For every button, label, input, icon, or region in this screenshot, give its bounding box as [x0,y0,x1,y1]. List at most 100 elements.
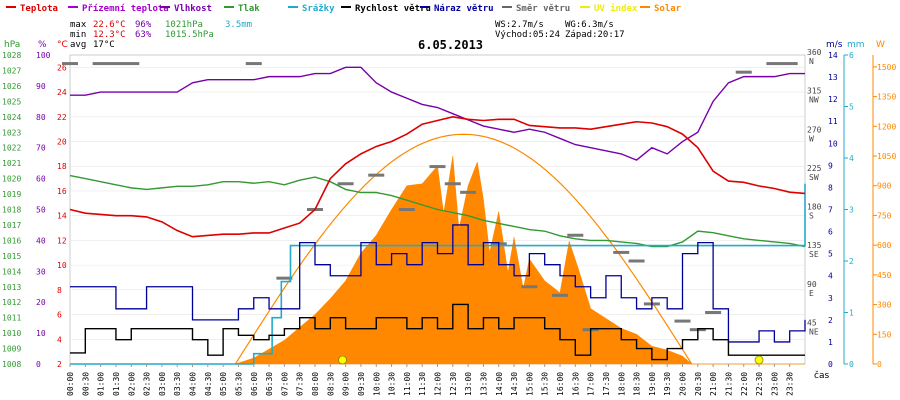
x-tick-04:30: 04:30 [204,372,213,396]
legend-swatch-solar [640,6,650,8]
ms-tick-9: 9 [828,161,833,170]
legend-label-srazky: Srážky [302,4,335,14]
pct-tick-100: 100 [36,51,51,60]
w-tick-150: 150 [877,330,892,339]
hpa-tick-1009: 1009 [2,345,21,354]
wind-direction-point [276,276,293,280]
pct-tick-60: 60 [36,175,46,184]
x-tick-16:00: 16:00 [556,372,565,396]
hpa-tick-1016: 1016 [2,236,21,245]
info-block: WS:2.7m/s WG:6.3m/s Východ:05:24 Západ:2… [495,20,625,40]
temp-tick-8: 8 [57,286,62,295]
x-tick-14:30: 14:30 [510,372,519,396]
x-tick-05:30: 05:30 [234,372,243,396]
hpa-tick-1026: 1026 [2,82,21,91]
temp-tick-6: 6 [57,311,62,320]
legend-swatch-srazky [288,6,298,8]
pct-tick-20: 20 [36,298,46,307]
dir-tick-270: 270 [807,125,822,134]
w-tick-1050: 1050 [877,152,896,161]
legend-label-vitr: Rychlost větru [355,3,431,14]
x-tick-21:30: 21:30 [724,372,733,396]
wind-direction-point [521,285,538,289]
ms-tick-2: 2 [828,316,833,325]
temp-tick-10: 10 [57,261,67,270]
dir-tick-360: 360 [807,48,822,57]
legend-swatch-teplota [6,6,16,8]
info-sunrise: Východ:05:24 [495,30,560,40]
axis-mm-unit: mm [847,40,865,50]
axis-pct-unit: % [38,40,47,50]
axis-hpa-unit: hPa [4,40,20,50]
temp-tick-26: 26 [57,63,67,72]
temp-tick-24: 24 [57,88,67,97]
wind-direction-point [613,250,630,254]
x-tick-12:30: 12:30 [449,372,458,396]
hpa-tick-1015: 1015 [2,252,21,261]
x-tick-15:30: 15:30 [541,372,550,396]
legend-swatch-uv [580,6,590,8]
temp-tick-18: 18 [57,162,67,171]
mm-tick-3: 3 [849,206,854,215]
dir-compass-N: N [809,57,814,66]
ms-tick-4: 4 [828,272,833,281]
dir-tick-135: 135 [807,241,822,250]
stat-avg-label: avg [70,40,86,50]
x-tick-07:30: 07:30 [296,372,305,396]
hpa-tick-1012: 1012 [2,298,21,307]
x-tick-03:30: 03:30 [173,372,182,396]
hpa-tick-1010: 1010 [2,329,21,338]
temperature-line [69,115,806,238]
x-tick-01:00: 01:00 [97,372,106,396]
x-tick-09:00: 09:00 [342,372,351,396]
hpa-tick-1020: 1020 [2,175,21,184]
wind-direction-point [245,62,262,66]
uv-index-point [754,355,764,365]
x-tick-03:00: 03:00 [158,372,167,396]
mm-tick-2: 2 [849,257,854,266]
legend-swatch-tlak [224,6,234,8]
ms-tick-6: 6 [828,228,833,237]
dir-tick-180: 180 [807,203,822,212]
ms-tick-1: 1 [828,338,833,347]
x-tick-23:30: 23:30 [786,372,795,396]
x-axis: 00:00 00:30 01:00 01:30 02:00 02:30 03:00 03:30… [66,364,795,396]
wind-direction-point [337,182,354,186]
x-tick-19:00: 19:00 [648,372,657,396]
hpa-tick-1017: 1017 [2,221,21,230]
x-tick-14:00: 14:00 [495,372,504,396]
temp-tick-22: 22 [57,113,67,122]
pct-tick-40: 40 [36,236,46,245]
legend-swatch-vlhkost [160,6,170,8]
wind-direction-point [781,62,798,66]
hpa-tick-1008: 1008 [2,360,21,369]
dir-tick-225: 225 [807,164,822,173]
pressure-line [69,174,806,248]
x-tick-00:00: 00:00 [66,372,75,396]
pct-tick-50: 50 [36,206,46,215]
w-tick-1500: 1500 [877,63,896,72]
wind-direction-point [567,233,584,237]
x-tick-00:30: 00:30 [81,372,90,396]
wind-direction-point [766,62,783,66]
dir-tick-90: 90 [807,280,817,289]
ms-tick-14: 14 [828,51,838,60]
w-tick-1200: 1200 [877,122,896,131]
stat-min-temp: 12.3°C [93,30,126,40]
x-tick-22:30: 22:30 [755,372,764,396]
x-tick-13:30: 13:30 [479,372,488,396]
legend-swatch-pocitova [68,6,78,8]
x-tick-05:00: 05:00 [219,372,228,396]
solar-area [70,155,805,365]
wind-direction-point [628,259,645,263]
dir-tick-45: 45 [807,318,817,327]
x-tick-11:30: 11:30 [418,372,427,396]
hpa-tick-1014: 1014 [2,267,21,276]
dir-compass-S: S [809,212,814,221]
ms-tick-10: 10 [828,139,838,148]
x-tick-01:30: 01:30 [112,372,121,396]
dir-compass-W: W [809,134,814,143]
stat-max-humidity: 96% [135,20,152,30]
w-tick-900: 900 [877,182,892,191]
